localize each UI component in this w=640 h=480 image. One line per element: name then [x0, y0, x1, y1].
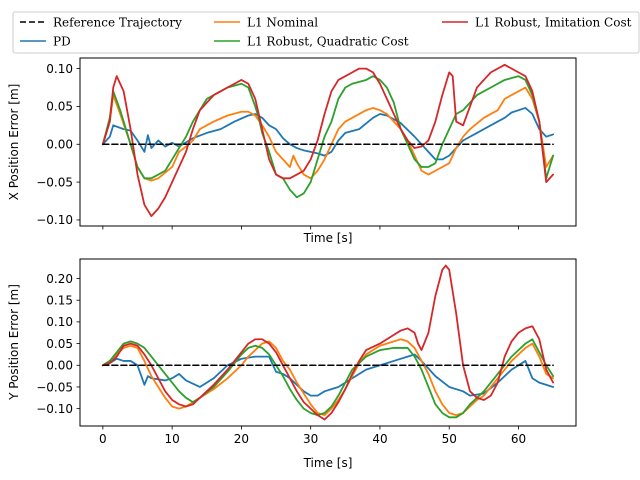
ytick-label: 0.10	[46, 62, 73, 76]
xtick-label: 20	[234, 432, 249, 446]
ytick-label: 0.20	[46, 272, 73, 286]
y-error-subplot: 0 10 20 30 40 50 60 −0.10 −0.05 0.00 0.05 0.10 0.15 0…	[7, 258, 577, 470]
x-error-subplot: −0.10 −0.05 0.00 0.05 0.10 Time [s] X Positi…	[7, 57, 577, 245]
legend-label-reference: Reference Trajectory	[53, 16, 182, 30]
xtick-label: 30	[303, 432, 318, 446]
series-line-l1-nominal	[101, 338, 555, 417]
series-line-l1-nominal	[101, 86, 555, 182]
ytick-label: −0.10	[36, 402, 73, 416]
x-error-ylabel: X Position Error [m]	[7, 84, 21, 201]
ytick-label: −0.05	[36, 175, 73, 189]
ytick-label: 0.10	[46, 315, 73, 329]
series-line-pd	[101, 107, 555, 161]
series-line-l1-robust-quadratic-cost	[101, 338, 555, 419]
series-line-pd	[101, 353, 555, 397]
ytick-label: 0.00	[46, 138, 73, 152]
y-error-series	[101, 264, 555, 421]
xtick-label: 0	[99, 432, 107, 446]
ytick-label: 0.05	[46, 100, 73, 114]
xtick-label: 60	[511, 432, 526, 446]
ytick-label: 0.15	[46, 294, 73, 308]
ytick-label: 0.05	[46, 337, 73, 351]
x-error-series	[101, 63, 555, 218]
series-line-l1-robust-quadratic-cost	[101, 75, 555, 199]
ytick-label: −0.05	[36, 380, 73, 394]
x-error-axes-frame	[79, 57, 577, 227]
xtick-label: 10	[164, 432, 179, 446]
legend-label-pd: PD	[53, 35, 71, 49]
y-error-ylabel: Y Position Error [m]	[7, 284, 21, 401]
y-error-ticks: 0 10 20 30 40 50 60 −0.10 −0.05 0.00 0.05 0.10 0.15 0…	[36, 272, 526, 446]
y-error-axes-frame	[79, 258, 577, 427]
legend: Reference Trajectory PD L1 Nominal L1 Ro…	[12, 11, 640, 54]
ytick-label: −0.10	[36, 213, 73, 227]
legend-label-l1-nominal: L1 Nominal	[247, 16, 318, 30]
xtick-label: 40	[372, 432, 387, 446]
ytick-label: 0.00	[46, 359, 73, 373]
legend-frame	[12, 11, 640, 54]
legend-label-l1-robust-quadratic: L1 Robust, Quadratic Cost	[247, 35, 409, 49]
series-line-l1-robust-imitation-cost	[101, 63, 555, 218]
legend-label-l1-robust-imitation: L1 Robust, Imitation Cost	[475, 16, 632, 30]
x-error-xlabel: Time [s]	[303, 231, 353, 245]
xtick-label: 50	[442, 432, 457, 446]
series-line-l1-robust-imitation-cost	[101, 264, 555, 421]
x-error-ticks: −0.10 −0.05 0.00 0.05 0.10	[36, 62, 519, 230]
y-error-xlabel: Time [s]	[303, 456, 353, 470]
